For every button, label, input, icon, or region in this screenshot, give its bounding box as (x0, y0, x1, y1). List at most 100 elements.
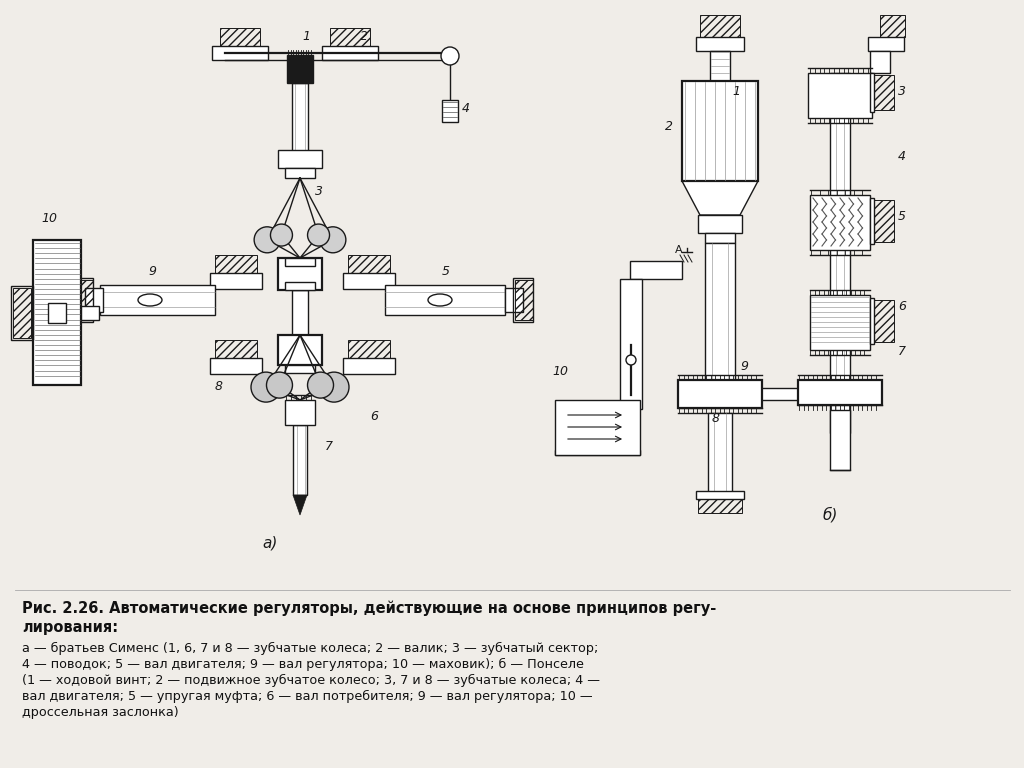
Text: Рис. 2.26. Автоматические регуляторы, действующие на основе принципов регу-: Рис. 2.26. Автоматические регуляторы, де… (22, 600, 716, 615)
Bar (808, 73, 872, 118)
Bar (278, 150, 322, 168)
Bar (630, 261, 682, 279)
Bar (880, 15, 905, 37)
Text: 2: 2 (665, 120, 673, 133)
Bar (798, 380, 882, 405)
Bar (682, 81, 758, 181)
Text: 1: 1 (732, 85, 740, 98)
Text: 4: 4 (898, 150, 906, 163)
Text: 3: 3 (315, 185, 323, 198)
Bar (85, 288, 103, 312)
Polygon shape (293, 495, 307, 515)
Bar (215, 255, 257, 273)
Text: 10: 10 (552, 365, 568, 378)
Bar (285, 400, 315, 425)
Bar (870, 73, 874, 112)
Bar (348, 255, 390, 273)
Bar (278, 335, 322, 365)
Bar (705, 243, 735, 403)
Polygon shape (682, 181, 758, 215)
Text: 7: 7 (898, 345, 906, 358)
Bar (830, 73, 850, 433)
Text: 5: 5 (442, 265, 450, 278)
Bar (620, 279, 642, 409)
Bar (75, 280, 93, 320)
Bar (48, 303, 66, 323)
Text: 7: 7 (325, 440, 333, 453)
Bar (73, 278, 93, 322)
Text: 1: 1 (302, 30, 310, 43)
Bar (830, 410, 850, 470)
Bar (285, 258, 315, 266)
Bar (555, 400, 640, 455)
Bar (285, 365, 315, 373)
Circle shape (307, 224, 330, 246)
Text: вал двигателя; 5 — упругая муфта; 6 — вал потребителя; 9 — вал регулятора; 10 —: вал двигателя; 5 — упругая муфта; 6 — ва… (22, 690, 593, 703)
Bar (287, 55, 313, 83)
Circle shape (270, 224, 293, 246)
Bar (285, 282, 315, 290)
Text: 9: 9 (148, 265, 156, 278)
Text: дроссельная заслонка): дроссельная заслонка) (22, 706, 178, 719)
Bar (385, 285, 505, 315)
Bar (210, 273, 262, 289)
Bar (11, 286, 33, 339)
Text: б): б) (822, 508, 838, 523)
Text: 9: 9 (740, 360, 748, 373)
Bar (343, 273, 395, 289)
Circle shape (441, 47, 459, 65)
Text: 4 — поводок; 5 — вал двигателя; 9 — вал регулятора; 10 — маховик); б — Понселе: 4 — поводок; 5 — вал двигателя; 9 — вал … (22, 658, 584, 671)
Bar (292, 290, 308, 340)
Bar (698, 215, 742, 233)
Text: 6: 6 (898, 300, 906, 313)
Text: лирования:: лирования: (22, 620, 118, 635)
Bar (872, 75, 894, 110)
Bar (868, 37, 904, 51)
Bar (736, 388, 798, 400)
Bar (696, 491, 744, 499)
Bar (513, 278, 534, 322)
Bar (81, 306, 99, 319)
Ellipse shape (428, 294, 452, 306)
Bar (13, 287, 31, 337)
Bar (696, 37, 744, 51)
Ellipse shape (138, 294, 162, 306)
Bar (705, 233, 735, 243)
Circle shape (307, 372, 334, 398)
Bar (700, 15, 740, 37)
Bar (505, 288, 523, 312)
Bar (322, 46, 378, 60)
Text: 3: 3 (898, 85, 906, 98)
Bar (100, 285, 215, 315)
Bar (872, 300, 894, 342)
Bar (870, 298, 874, 344)
Text: 5: 5 (898, 210, 906, 223)
Text: А: А (675, 245, 683, 255)
Bar (212, 46, 268, 60)
Text: а — братьев Сименс (1, 6, 7 и 8 — зубчатые колеса; 2 — валик; 3 — зубчатый секто: а — братьев Сименс (1, 6, 7 и 8 — зубчат… (22, 642, 598, 655)
Bar (708, 413, 732, 493)
Bar (810, 295, 870, 350)
Circle shape (626, 355, 636, 365)
Text: (1 — ходовой винт; 2 — подвижное зубчатое колесо; 3, 7 и 8 — зубчатые колеса; 4 : (1 — ходовой винт; 2 — подвижное зубчато… (22, 674, 600, 687)
Circle shape (254, 227, 281, 253)
Bar (343, 358, 395, 374)
Bar (710, 51, 730, 81)
Bar (220, 28, 260, 46)
Circle shape (319, 227, 346, 253)
Bar (292, 83, 308, 153)
Circle shape (266, 372, 293, 398)
Text: 8: 8 (712, 412, 720, 425)
Bar (33, 240, 81, 385)
Bar (872, 200, 894, 242)
Bar (215, 340, 257, 358)
Circle shape (251, 372, 281, 402)
Bar (810, 195, 870, 250)
Text: 10: 10 (41, 212, 57, 225)
Bar (442, 100, 458, 122)
Bar (870, 198, 874, 244)
Text: 4: 4 (462, 102, 470, 115)
Bar (293, 425, 307, 495)
Text: 6: 6 (370, 410, 378, 423)
Bar (515, 280, 534, 320)
